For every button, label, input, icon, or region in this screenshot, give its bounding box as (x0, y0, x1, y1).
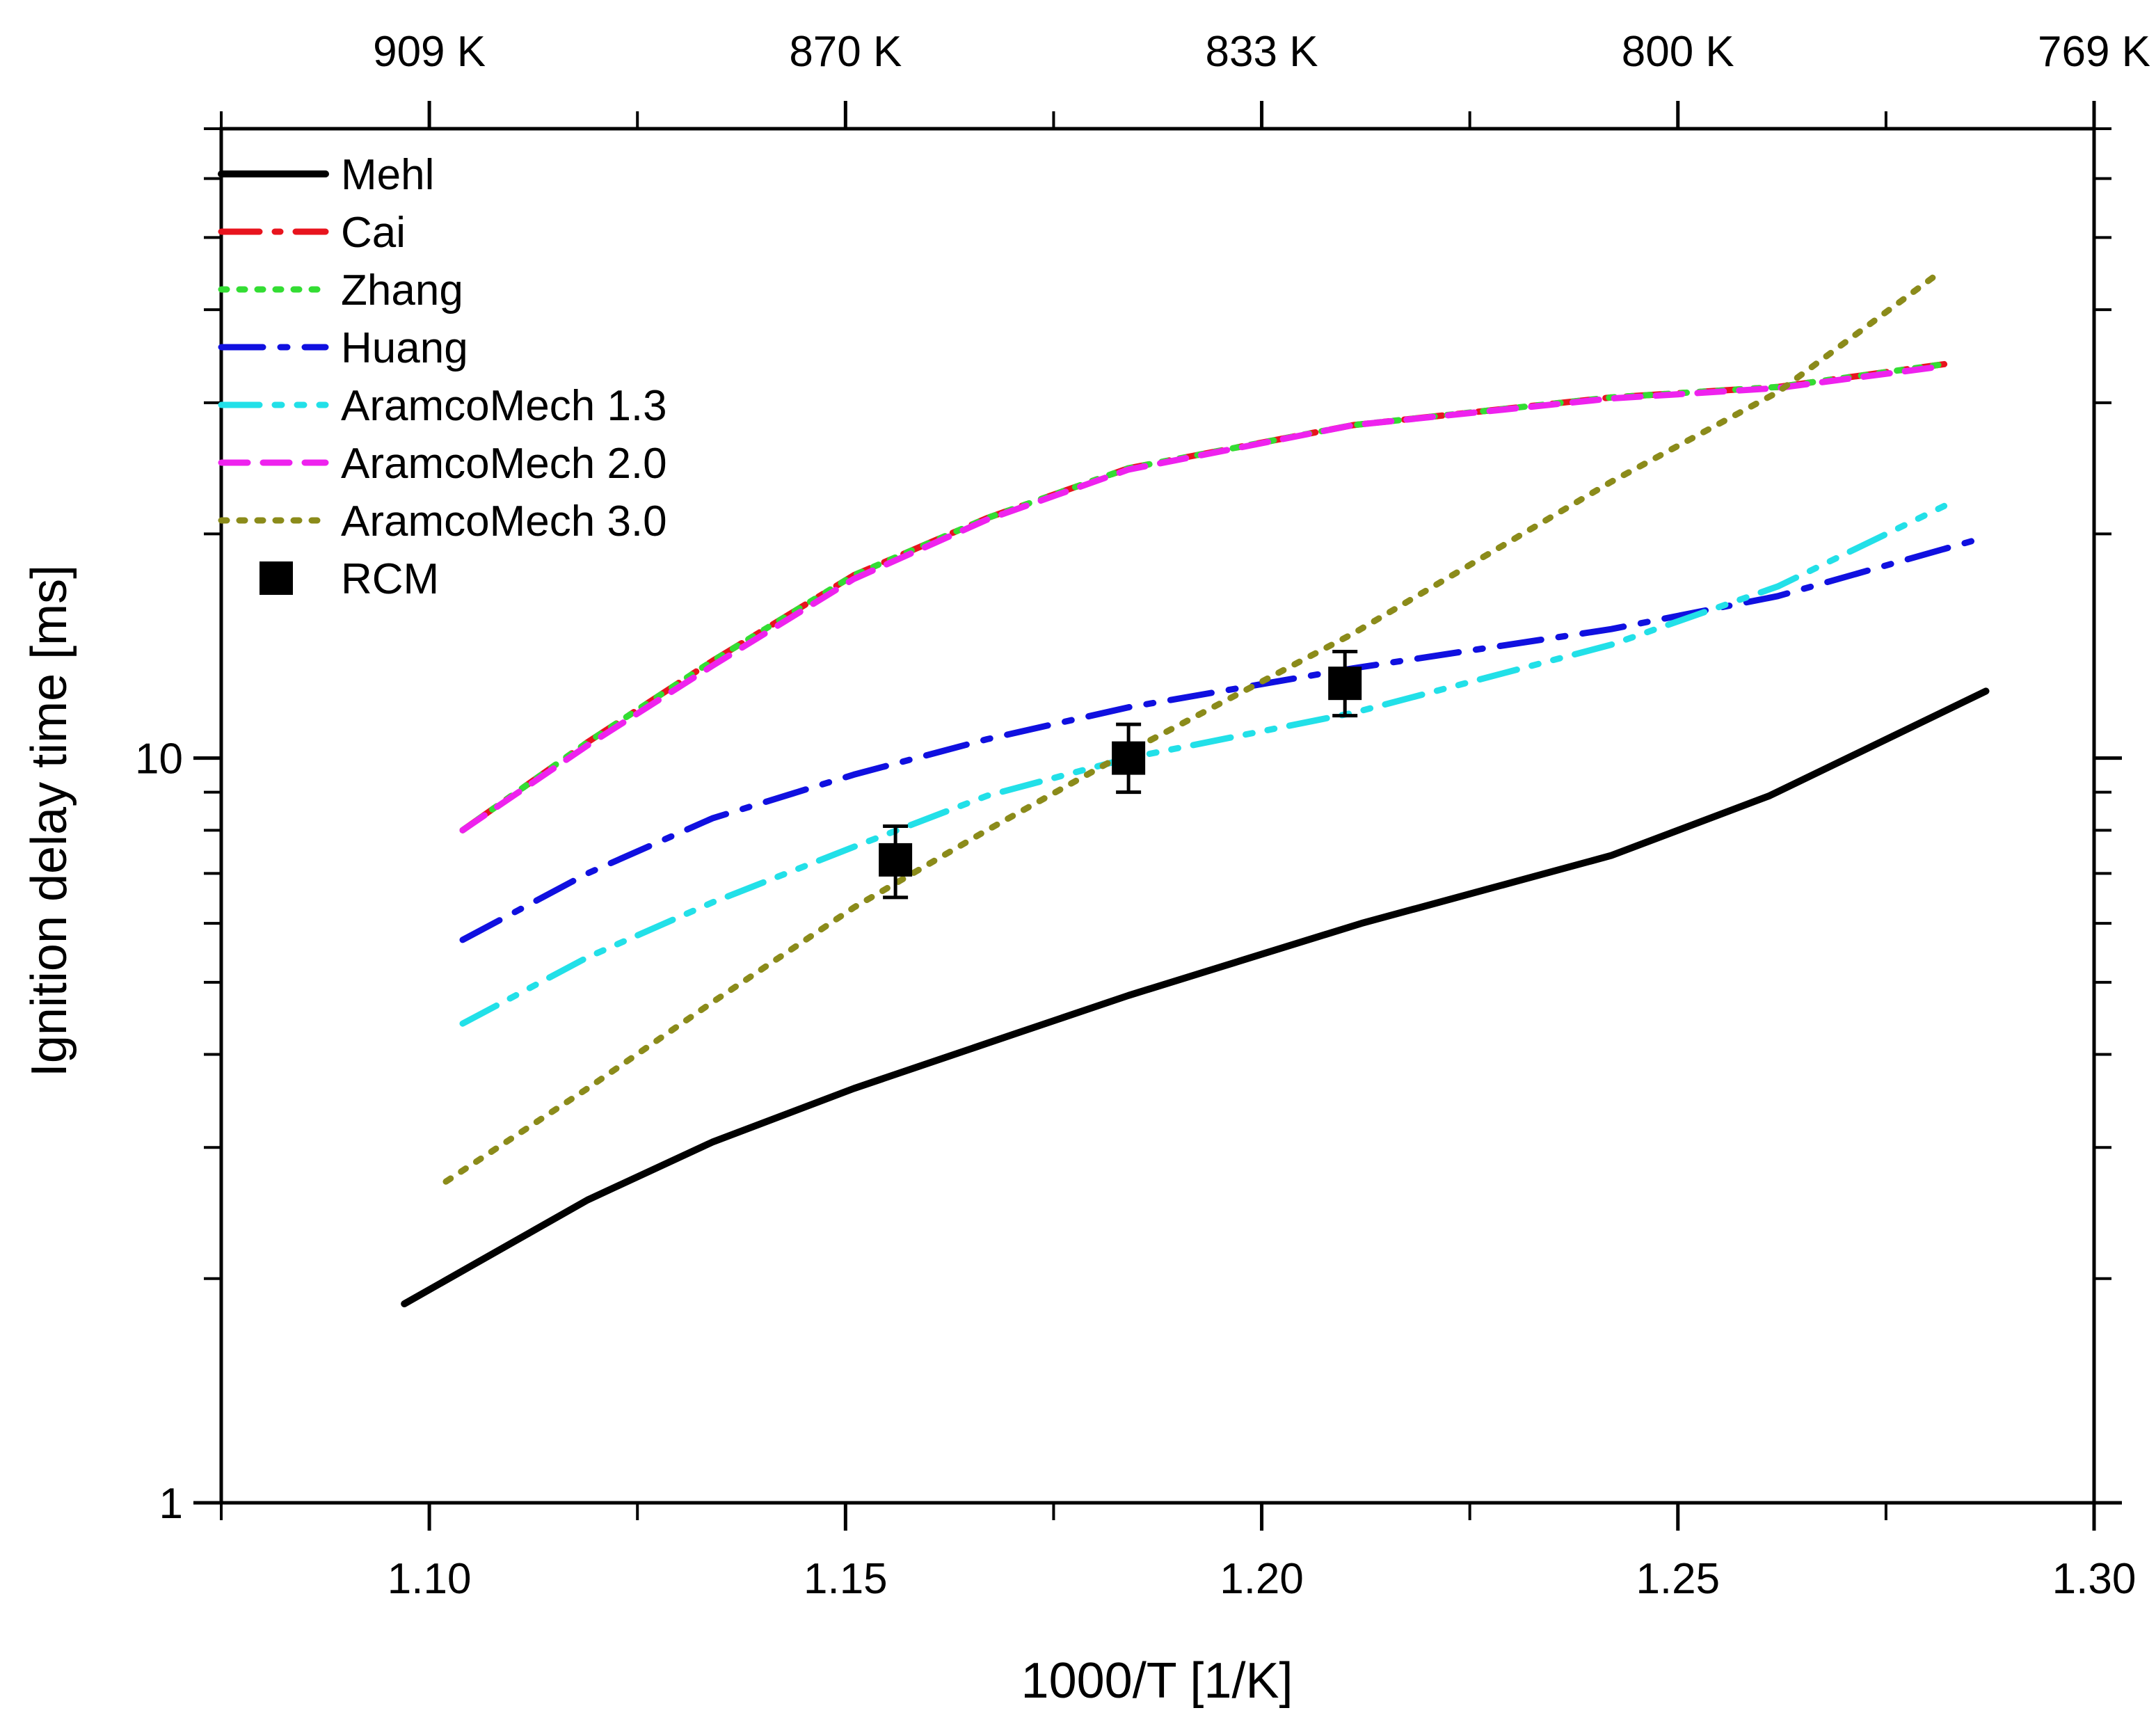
plot-frame (219, 127, 2096, 1505)
rcm-points-layer (879, 650, 1362, 900)
y-axis-label: Ignition delay time [ms] (22, 565, 77, 1077)
x-axis-label: 1000/T [1/K] (1021, 1653, 1293, 1709)
x-tick-label: 1.30 (2052, 1555, 2137, 1603)
top-tick-label: 769 K (2038, 28, 2150, 76)
x-tick-label: 1.15 (804, 1555, 888, 1603)
top-tick-label: 870 K (789, 28, 902, 76)
series-line-cai (459, 360, 1948, 833)
y-tick-label: 10 (135, 735, 183, 783)
top-tick-label: 909 K (373, 28, 486, 76)
legend-label: AramcoMech 1.3 (341, 382, 667, 430)
legend-label: Mehl (341, 151, 434, 199)
axes-layer: 1.10 1.15 1.20 1.25 1.30 909 K 870 K 833 K 800 K… (135, 28, 2150, 1603)
legend-label: Zhang (341, 266, 463, 314)
legend-label: Huang (341, 324, 468, 372)
series-line-mehl (401, 687, 1990, 1307)
y-tick-label: 1 (159, 1480, 183, 1528)
top-tick-label: 800 K (1622, 28, 1734, 76)
series-line-aramcomech-3-0 (442, 272, 1940, 1185)
x-tick-label: 1.25 (1636, 1555, 1720, 1603)
legend: Mehl Cai Zhang Huang AramcoMech 1.3 AramcoMec… (218, 151, 667, 603)
rcm-data-point (1328, 667, 1362, 701)
legend-label: AramcoMech 2.0 (341, 440, 667, 488)
series-line-aramcomech-1-3 (459, 502, 1948, 1027)
x-tick-label: 1.20 (1220, 1555, 1304, 1603)
series-line-zhang (459, 360, 1948, 833)
rcm-data-point (879, 843, 913, 877)
legend-label: Cai (341, 209, 406, 257)
x-tick-label: 1.10 (388, 1555, 472, 1603)
rcm-data-point (1112, 741, 1146, 775)
legend-label: AramcoMech 3.0 (341, 497, 667, 545)
legend-swatch-rcm (259, 561, 293, 595)
series-line-aramcomech-2-0 (459, 362, 1948, 833)
legend-label: RCM (341, 555, 439, 603)
series-layer (401, 272, 1990, 1307)
top-tick-label: 833 K (1206, 28, 1318, 76)
